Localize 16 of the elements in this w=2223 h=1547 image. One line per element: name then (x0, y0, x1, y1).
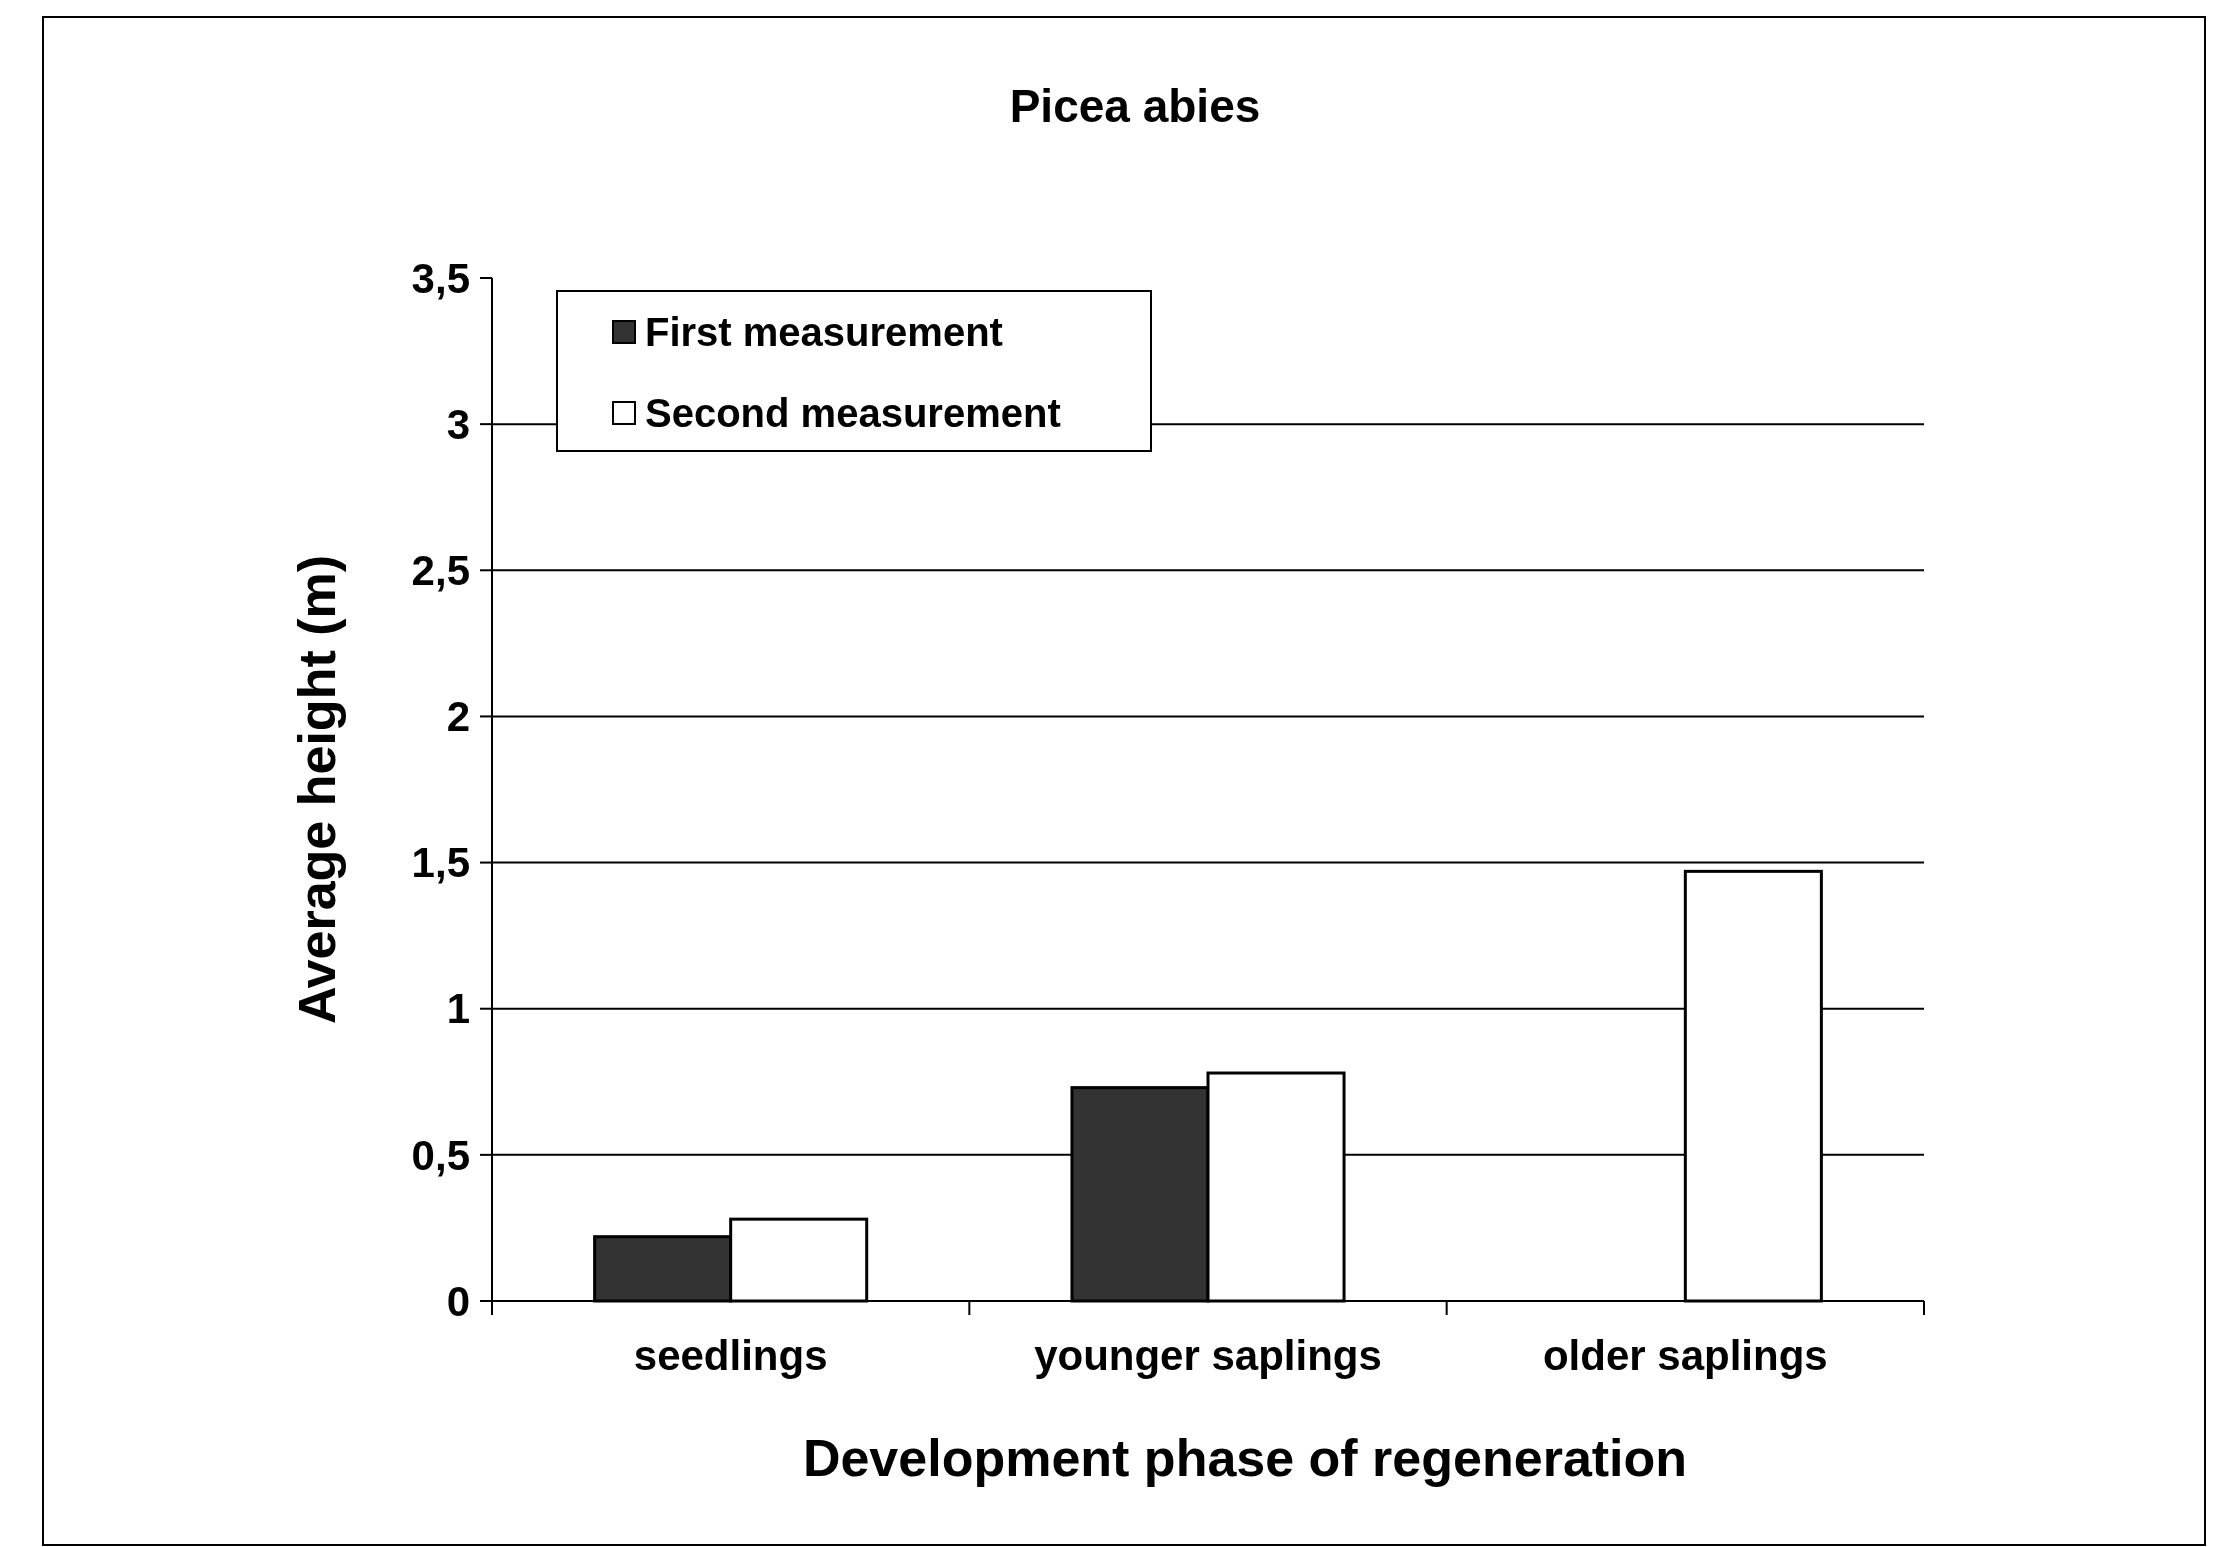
y-tick-label: 3,5 (411, 254, 470, 302)
legend-label: First measurement (645, 310, 1003, 354)
y-tick-label: 1,5 (411, 839, 470, 887)
x-axis-title: Development phase of regeneration (802, 1429, 1688, 1487)
x-tick-label: seedlings (633, 1332, 828, 1379)
legend-label: Second measurement (645, 391, 1061, 435)
y-tick-label: 2 (446, 693, 470, 741)
chart-title: Picea abies (1009, 80, 1261, 132)
y-tick-label: 0 (446, 1277, 470, 1325)
x-tick-label: older saplings (1542, 1332, 1828, 1379)
y-tick-label: 2,5 (411, 546, 470, 594)
y-tick-label: 1 (446, 985, 470, 1033)
y-tick-label: 3 (446, 400, 470, 448)
y-tick-label: 0,5 (411, 1131, 470, 1179)
y-axis-title: Average height (m) (288, 554, 346, 1025)
x-tick-label: younger saplings (1034, 1332, 1382, 1379)
